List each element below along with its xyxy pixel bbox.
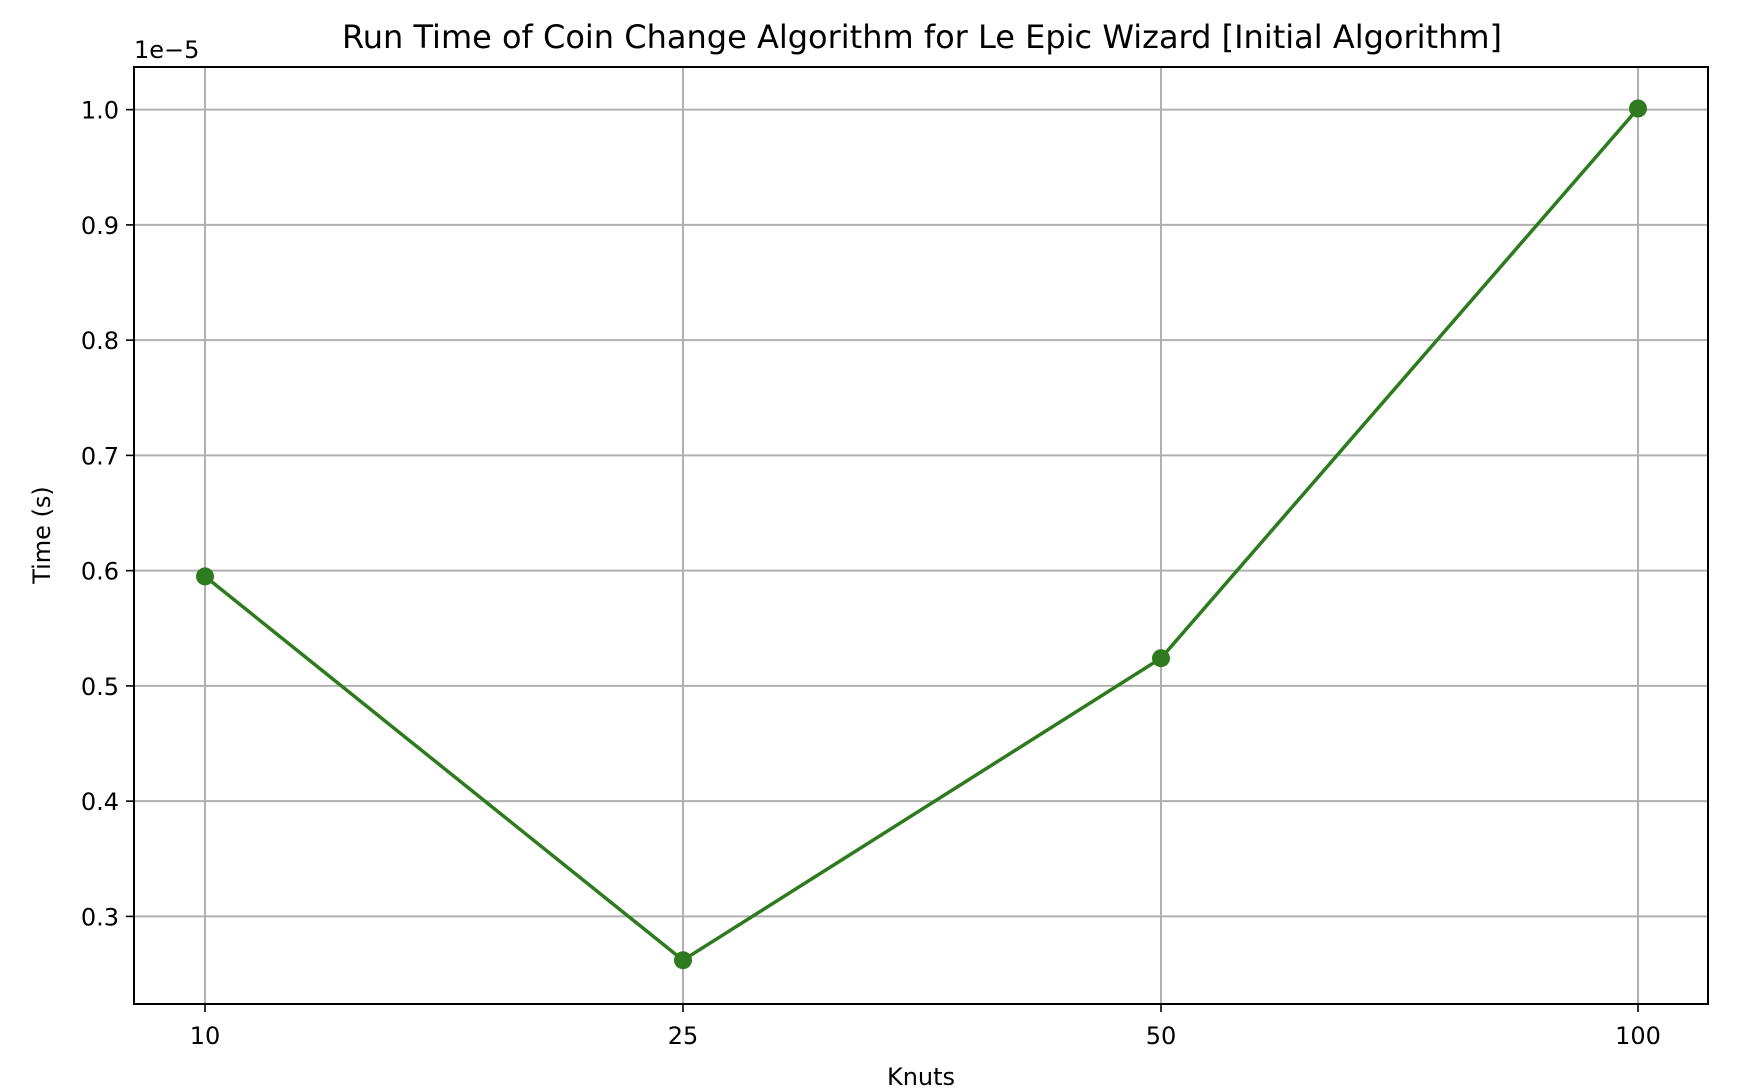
y-tick-label: 0.3 bbox=[81, 903, 119, 931]
x-tick-label: 100 bbox=[1615, 1022, 1661, 1050]
axes-frame bbox=[133, 66, 1709, 1005]
y-tick-label: 0.7 bbox=[81, 442, 119, 470]
y-axis-offset-label: 1e−5 bbox=[134, 36, 199, 64]
x-tick-label: 10 bbox=[190, 1022, 221, 1050]
y-tick-label: 0.6 bbox=[81, 558, 119, 586]
series-line bbox=[203, 107, 1640, 962]
y-axis-label: Time (s) bbox=[28, 486, 56, 585]
y-tick-label: 0.9 bbox=[81, 212, 119, 240]
y-tick-label: 0.8 bbox=[81, 327, 119, 355]
x-tick-label: 25 bbox=[668, 1022, 699, 1050]
data-point bbox=[674, 951, 692, 970]
data-point bbox=[196, 567, 214, 586]
y-axis: 0.3 0.4 0.5 0.6 0.7 0.8 0.9 1.0 bbox=[81, 97, 134, 931]
y-tick-label: 1.0 bbox=[81, 97, 119, 125]
data-point bbox=[1629, 99, 1647, 118]
x-axis: 10 25 50 100 bbox=[190, 1004, 1661, 1050]
data-point bbox=[1152, 649, 1170, 668]
x-tick-label: 50 bbox=[1146, 1022, 1177, 1050]
chart-title: Run Time of Coin Change Algorithm for Le… bbox=[342, 18, 1502, 56]
x-axis-label: Knuts bbox=[887, 1063, 955, 1091]
grid bbox=[134, 67, 1708, 1004]
y-tick-label: 0.5 bbox=[81, 673, 119, 701]
series-layer bbox=[196, 99, 1647, 970]
y-tick-label: 0.4 bbox=[81, 788, 119, 816]
